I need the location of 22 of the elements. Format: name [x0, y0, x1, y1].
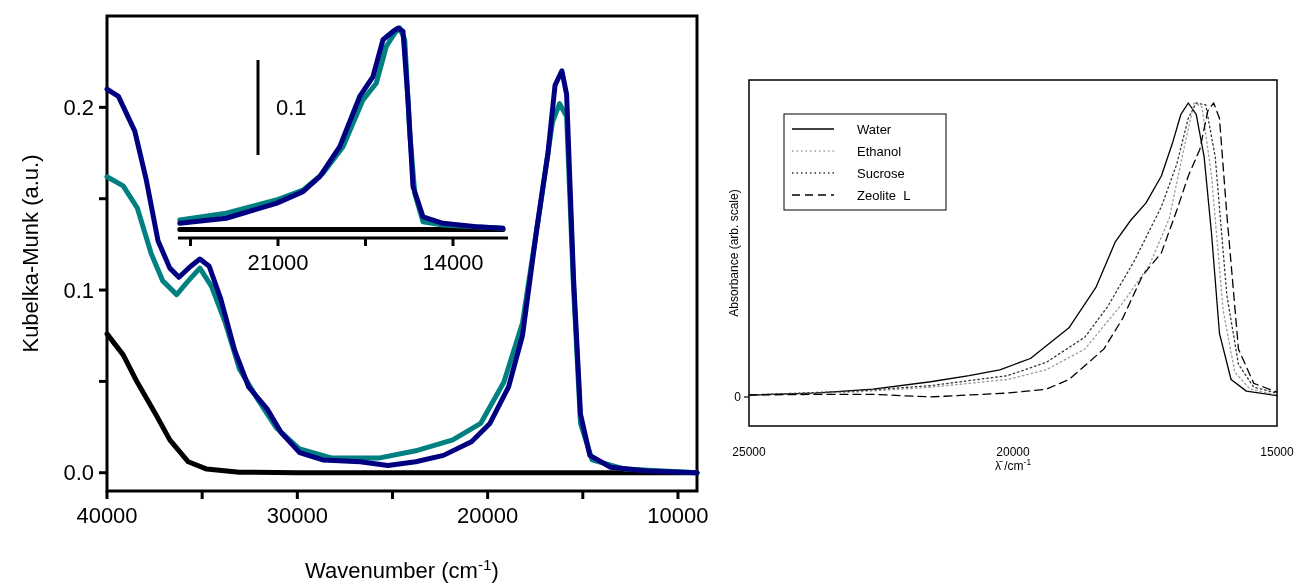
annotation: 0.1: [276, 95, 307, 121]
legend-label: Zeolite L: [857, 187, 911, 203]
y-axis-title: Kubelka-Munk (a.u.): [18, 154, 43, 353]
x-axis-title: λ̄ /cm$^{-1}$: [994, 457, 1032, 473]
x-tick-label: 20000: [457, 503, 519, 528]
x-tick-label: 20000: [996, 445, 1031, 459]
x-tick-label: 25000: [732, 445, 767, 459]
legend-label: Ethanol: [857, 143, 902, 159]
y-tick-label: 0.0: [63, 460, 94, 486]
x-axis-title: Wavenumber (cm$^{-1}$): [305, 555, 499, 583]
legend-label: Sucrose: [857, 165, 905, 181]
y-tick-label: 0.2: [63, 95, 94, 121]
x-tick-label: 21000: [247, 250, 309, 275]
y-tick-label: 0.1: [63, 277, 94, 303]
x-tick-label: 14000: [422, 250, 484, 275]
x-tick-label: 15000: [1260, 445, 1295, 459]
x-tick-label: 40000: [76, 503, 138, 528]
text: 0: [734, 390, 742, 405]
x-tick-label: 10000: [647, 503, 709, 528]
y-axis-title: Absorbance (arb. scale): [727, 189, 741, 317]
legend-label: Water: [857, 121, 892, 137]
x-tick-label: 30000: [266, 503, 328, 528]
